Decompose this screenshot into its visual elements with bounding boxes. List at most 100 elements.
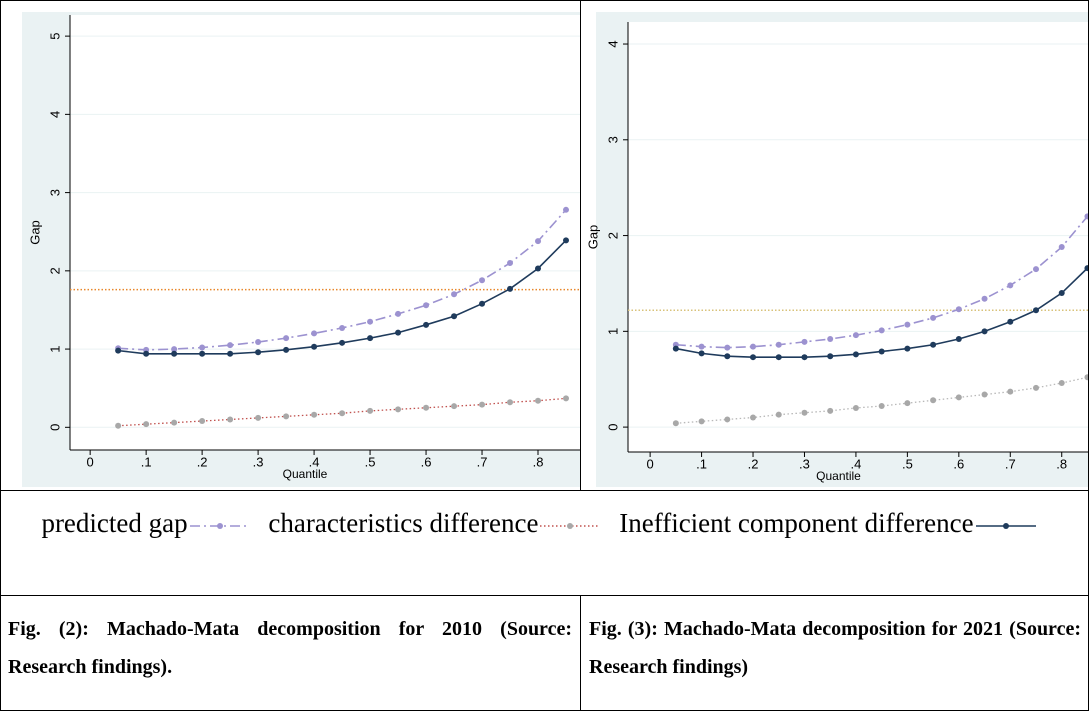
marker — [171, 419, 178, 426]
marker — [563, 206, 570, 213]
marker — [395, 329, 402, 336]
legend-symbol — [189, 522, 250, 529]
x-tick-label: .6 — [953, 456, 964, 471]
marker — [672, 420, 679, 427]
y-tick-label: 2 — [47, 267, 62, 274]
marker — [423, 302, 430, 309]
marker — [981, 295, 988, 302]
marker — [827, 407, 834, 414]
marker — [981, 328, 988, 335]
marker — [199, 350, 206, 357]
marker — [955, 335, 962, 342]
marker — [698, 418, 705, 425]
marker — [827, 353, 834, 360]
marker — [563, 237, 570, 244]
y-tick-label: 4 — [47, 111, 62, 118]
x-tick-label: .1 — [141, 454, 152, 469]
marker — [852, 351, 859, 358]
marker — [311, 330, 318, 337]
x-tick-label: .2 — [748, 456, 759, 471]
y-axis-title: Gap — [585, 225, 600, 250]
charts: 0123450.1.2.3.4.5.6.7.8GapQuantile012340… — [22, 12, 1089, 487]
legend-label: predicted gap — [41, 508, 188, 538]
marker — [672, 345, 679, 352]
marker — [904, 345, 911, 352]
marker — [1058, 290, 1065, 297]
marker — [507, 285, 514, 292]
marker — [724, 344, 731, 351]
marker — [750, 414, 757, 421]
marker — [750, 354, 757, 361]
y-axis-title: Gap — [27, 220, 42, 245]
marker — [535, 238, 542, 245]
marker — [255, 414, 262, 421]
marker — [227, 342, 234, 349]
marker — [852, 404, 859, 411]
marker — [930, 314, 937, 321]
marker — [255, 349, 262, 356]
x-tick-label: .8 — [533, 454, 544, 469]
plot-area — [628, 22, 1089, 452]
marker — [115, 347, 122, 354]
marker — [367, 335, 374, 342]
marker — [395, 406, 402, 413]
y-tick-label: 3 — [605, 136, 620, 143]
legend-marker — [1002, 522, 1009, 529]
x-tick-label: .3 — [253, 454, 264, 469]
marker — [367, 318, 374, 325]
legend-marker — [216, 522, 223, 529]
marker — [1007, 318, 1014, 325]
y-tick-label: 4 — [605, 40, 620, 47]
marker — [801, 338, 808, 345]
x-tick-label: .7 — [1005, 456, 1016, 471]
marker — [930, 397, 937, 404]
x-tick-label: 0 — [87, 454, 94, 469]
y-tick-label: 2 — [605, 232, 620, 239]
marker — [227, 416, 234, 423]
marker — [1007, 282, 1014, 289]
marker — [451, 313, 458, 320]
marker — [507, 399, 514, 406]
marker — [395, 310, 402, 317]
y-tick-label: 0 — [605, 423, 620, 430]
marker — [171, 350, 178, 357]
marker — [227, 350, 234, 357]
legend-marker — [567, 522, 574, 529]
marker — [724, 416, 731, 423]
marker — [451, 291, 458, 298]
legend-label: characteristics difference — [268, 508, 539, 538]
marker — [955, 306, 962, 313]
marker — [479, 300, 486, 307]
x-tick-label: .2 — [197, 454, 208, 469]
marker — [339, 410, 346, 417]
marker — [1033, 384, 1040, 391]
marker — [827, 335, 834, 342]
marker — [775, 354, 782, 361]
legend-symbol — [975, 522, 1036, 529]
marker — [801, 354, 808, 361]
marker — [283, 413, 290, 420]
marker — [750, 343, 757, 350]
marker — [904, 321, 911, 328]
marker — [852, 332, 859, 339]
marker — [115, 422, 122, 429]
marker — [1033, 266, 1040, 273]
marker — [1058, 244, 1065, 251]
plot-area — [70, 15, 580, 450]
marker — [143, 350, 150, 357]
marker — [775, 341, 782, 348]
y-tick-label: 1 — [47, 345, 62, 352]
legend: predicted gap characteristics difference… — [0, 490, 1089, 595]
marker — [563, 395, 570, 402]
marker — [955, 394, 962, 401]
marker — [367, 407, 374, 414]
caption: Fig. (3): Machado-Mata decomposition for… — [589, 618, 1081, 678]
marker — [339, 324, 346, 331]
x-tick-label: 0 — [647, 456, 654, 471]
marker — [423, 404, 430, 411]
marker — [698, 343, 705, 350]
marker — [199, 344, 206, 351]
marker — [801, 409, 808, 416]
marker — [451, 403, 458, 410]
